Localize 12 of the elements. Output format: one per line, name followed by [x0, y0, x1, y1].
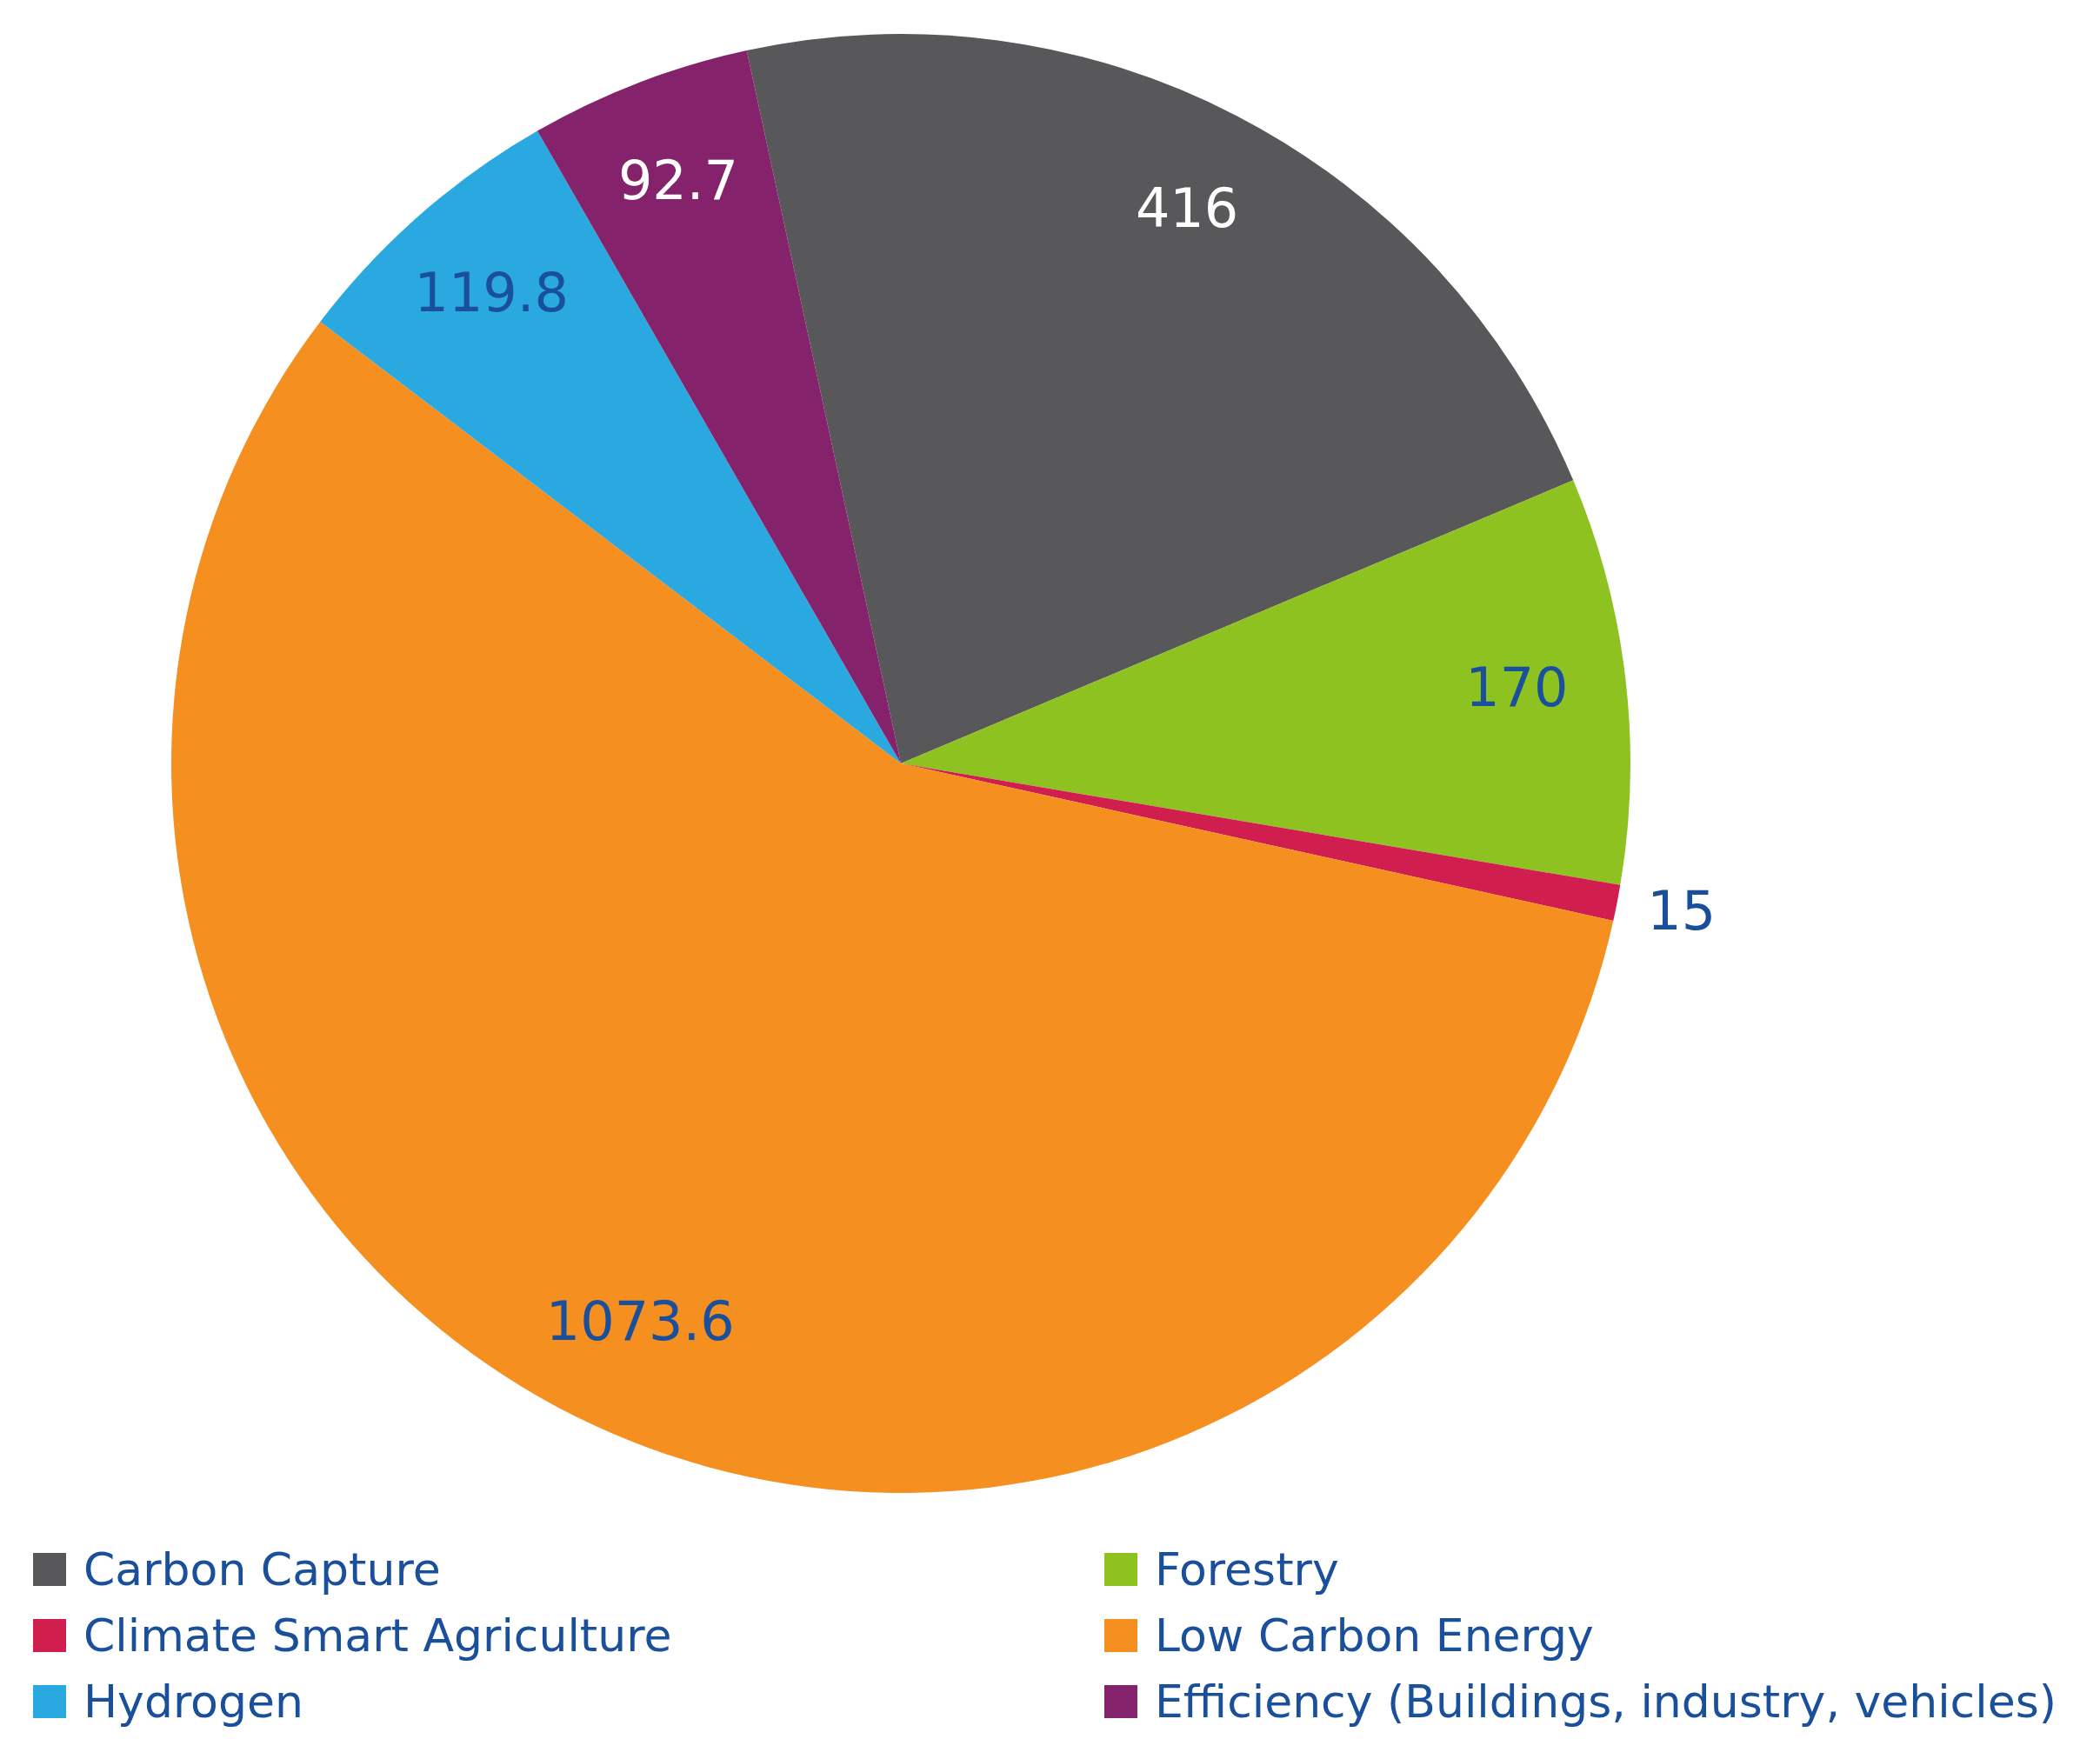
data-label: 416: [1135, 177, 1239, 241]
legend-label: Efficiency (Buildings, industry, vehicles): [1155, 1675, 2057, 1729]
data-label: 119.8: [414, 261, 569, 325]
legend-label: Climate Smart Agriculture: [83, 1609, 672, 1663]
data-label: 1073.6: [545, 1289, 735, 1354]
legend-label: Carbon Capture: [83, 1542, 441, 1597]
data-label: 170: [1465, 655, 1569, 719]
legend-label: Low Carbon Energy: [1155, 1609, 1594, 1663]
data-label: 15: [1647, 878, 1717, 943]
legend-label: Forestry: [1155, 1542, 1339, 1597]
legend-label: Hydrogen: [83, 1675, 303, 1729]
data-label: 92.7: [617, 148, 738, 212]
